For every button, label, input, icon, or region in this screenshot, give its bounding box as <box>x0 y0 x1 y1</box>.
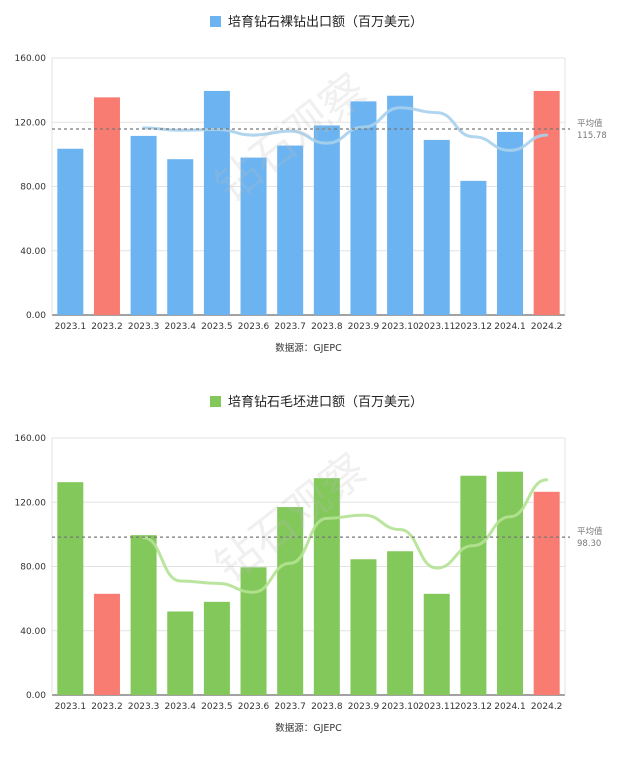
chart1-x-tick-label: 2023.10 <box>381 322 418 332</box>
chart1-bar-2023.12 <box>460 180 487 315</box>
chart1-bar-2023.6 <box>240 157 267 315</box>
chart2-x-tick-label: 2024.1 <box>494 702 526 712</box>
chart1-x-tick-label: 2023.11 <box>418 322 455 332</box>
chart2-y-tick-label: 160.00 <box>15 434 47 444</box>
chart2-x-tick-label: 2023.8 <box>311 702 343 712</box>
chart1-bar-2023.2 <box>93 97 120 316</box>
chart-import-rough-diamonds: 培育钻石毛坯进口额（百万美元） 0.00 40.00 80.00 120.00 160.0… <box>15 394 604 734</box>
chart1-legend-swatch <box>210 16 221 27</box>
chart1-x-tick-label: 2024.1 <box>494 322 526 332</box>
chart2-title: 培育钻石毛坯进口额（百万美元） <box>228 394 423 410</box>
chart1-x-tick-label: 2024.2 <box>531 322 563 332</box>
chart2-y-tick-label: 0.00 <box>26 691 46 701</box>
chart2-x-tick-label: 2023.10 <box>381 702 418 712</box>
chart1-y-tick-label: 160.00 <box>15 54 47 64</box>
chart1-y-tick-label: 40.00 <box>20 247 46 257</box>
chart-export-cut-diamonds: 培育钻石裸钻出口额（百万美元） 0.00 40.00 80.00 120.00 160.0… <box>15 14 607 354</box>
chart1-bar-2024.2 <box>533 90 560 315</box>
chart2-bar-2023.4 <box>167 611 194 695</box>
chart1-y-tick-label: 120.00 <box>15 118 47 128</box>
chart2-x-tick-label: 2023.6 <box>238 702 270 712</box>
chart2-bar-2023.2 <box>93 593 120 695</box>
chart1-x-tick-label: 2023.1 <box>55 322 87 332</box>
chart1-x-tick-label: 2023.4 <box>165 322 197 332</box>
chart2-average-label: 平均值 <box>577 526 603 537</box>
chart1-average-label: 平均值 <box>577 118 603 129</box>
chart2-trend-line <box>142 478 549 594</box>
chart2-bar-2023.3 <box>130 535 157 695</box>
chart2-bar-2024.1 <box>497 471 524 695</box>
chart2-x-tick-label: 2024.2 <box>531 702 563 712</box>
chart1-bar-2023.9 <box>350 101 377 316</box>
chart1-bar-2023.8 <box>313 125 340 316</box>
chart2-source-note: 数据源：GJEPC <box>275 722 342 734</box>
chart1-x-tick-label: 2023.8 <box>311 322 343 332</box>
chart2-bar-2023.5 <box>203 601 230 695</box>
chart1-y-tick-label: 80.00 <box>20 183 46 193</box>
chart1-title: 培育钻石裸钻出口额（百万美元） <box>228 14 423 30</box>
chart1-x-tick-label: 2023.12 <box>455 322 492 332</box>
chart2-x-tick-label: 2023.7 <box>274 702 306 712</box>
chart2-x-tick-label: 2023.5 <box>201 702 233 712</box>
chart1-x-tick-label: 2023.3 <box>128 322 160 332</box>
chart1-bar-2023.3 <box>130 135 157 315</box>
chart2-x-tick-label: 2023.11 <box>418 702 455 712</box>
chart2-x-tick-label: 2023.2 <box>91 702 123 712</box>
chart1-bar-2023.10 <box>387 95 414 315</box>
chart1-y-tick-label: 0.00 <box>26 311 46 321</box>
chart1-x-tick-label: 2023.9 <box>348 322 380 332</box>
chart1-average-value: 115.78 <box>577 131 607 141</box>
chart2-x-tick-label: 2023.3 <box>128 702 160 712</box>
chart2-bar-2023.10 <box>387 551 414 695</box>
chart2-legend-swatch <box>210 396 221 407</box>
chart2-bar-2024.2 <box>533 491 560 695</box>
chart1-bar-2023.1 <box>57 148 84 315</box>
chart2-bar-2023.9 <box>350 559 377 695</box>
chart2-y-tick-label: 120.00 <box>15 498 47 508</box>
chart2-bar-2023.11 <box>423 593 450 695</box>
chart2-bar-2023.7 <box>277 507 304 695</box>
chart2-y-tick-label: 80.00 <box>20 563 46 573</box>
chart2-x-tick-label: 2023.12 <box>455 702 492 712</box>
chart1-x-tick-label: 2023.5 <box>201 322 233 332</box>
chart1-x-tick-label: 2023.2 <box>91 322 123 332</box>
chart1-source-note: 数据源：GJEPC <box>275 342 342 354</box>
chart1-trend-line <box>142 106 549 152</box>
chart2-x-tick-label: 2023.4 <box>165 702 197 712</box>
chart1-bar-2023.7 <box>277 145 304 315</box>
chart2-bar-2023.12 <box>460 475 487 695</box>
chart1-x-tick-label: 2023.7 <box>274 322 306 332</box>
chart1-bar-2023.11 <box>423 139 450 315</box>
chart1-bar-2024.1 <box>497 131 524 315</box>
chart2-y-tick-label: 40.00 <box>20 627 46 637</box>
chart2-bar-2023.8 <box>313 478 340 695</box>
chart2-x-tick-label: 2023.9 <box>348 702 380 712</box>
chart2-bar-2023.1 <box>57 482 84 695</box>
chart1-bar-2023.5 <box>203 90 230 315</box>
chart1-bar-2023.4 <box>167 159 194 315</box>
chart1-x-tick-label: 2023.6 <box>238 322 270 332</box>
chart2-x-tick-label: 2023.1 <box>55 702 87 712</box>
chart2-average-value: 98.30 <box>577 539 601 549</box>
